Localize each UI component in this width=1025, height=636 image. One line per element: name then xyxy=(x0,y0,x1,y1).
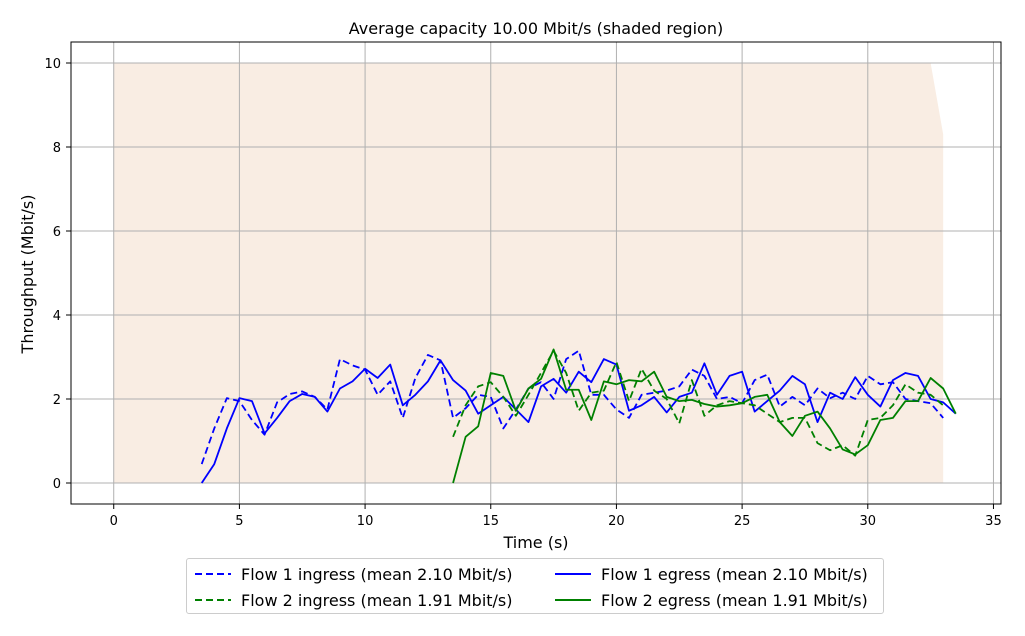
legend-line-solid-blue xyxy=(555,573,591,575)
x-tick-label-10: 10 xyxy=(357,514,374,529)
x-tick-label-30: 30 xyxy=(860,514,877,529)
capacity-shaded-region xyxy=(113,63,944,483)
chart-title: Average capacity 10.00 Mbit/s (shaded re… xyxy=(349,19,723,38)
x-axis-label: Time (s) xyxy=(502,533,568,552)
y-tick-label-8: 8 xyxy=(53,141,61,156)
legend-item-flow1-ingress: Flow 1 ingress (mean 2.10 Mbit/s) xyxy=(195,562,513,586)
legend-label-flow1-ingress: Flow 1 ingress (mean 2.10 Mbit/s) xyxy=(241,564,513,584)
x-tick-label-5: 5 xyxy=(235,514,243,529)
legend-label-flow1-egress: Flow 1 egress (mean 2.10 Mbit/s) xyxy=(601,564,868,584)
y-tick-label-2: 2 xyxy=(53,393,61,408)
y-axis-label: Throughput (Mbit/s) xyxy=(18,195,37,355)
plot-frame xyxy=(70,41,1002,505)
flow1-ingress-line xyxy=(200,349,944,465)
y-tick-label-10: 10 xyxy=(44,57,61,72)
y-tick-label-0: 0 xyxy=(53,477,61,492)
legend-line-dashed-blue xyxy=(195,573,231,575)
legend-item-flow1-egress: Flow 1 egress (mean 2.10 Mbit/s) xyxy=(555,562,868,586)
flow1-egress-line xyxy=(200,358,957,484)
legend-item-flow2-egress: Flow 2 egress (mean 1.91 Mbit/s) xyxy=(555,588,868,612)
legend-line-dashed-green xyxy=(195,599,231,601)
x-tick-label-25: 25 xyxy=(734,514,751,529)
x-tick-label-35: 35 xyxy=(985,514,1002,529)
y-tick-label-6: 6 xyxy=(53,225,61,240)
y-tick-label-4: 4 xyxy=(53,309,61,324)
legend-line-solid-green xyxy=(555,599,591,601)
legend: Flow 1 ingress (mean 2.10 Mbit/s) Flow 1… xyxy=(186,558,884,614)
x-tick-label-20: 20 xyxy=(608,514,625,529)
x-tick-label-0: 0 xyxy=(110,514,118,529)
x-tick-label-15: 15 xyxy=(482,514,499,529)
flow2-egress-line xyxy=(452,348,957,484)
legend-label-flow2-ingress: Flow 2 ingress (mean 1.91 Mbit/s) xyxy=(241,590,513,610)
legend-item-flow2-ingress: Flow 2 ingress (mean 1.91 Mbit/s) xyxy=(195,588,513,612)
legend-label-flow2-egress: Flow 2 egress (mean 1.91 Mbit/s) xyxy=(601,590,868,610)
